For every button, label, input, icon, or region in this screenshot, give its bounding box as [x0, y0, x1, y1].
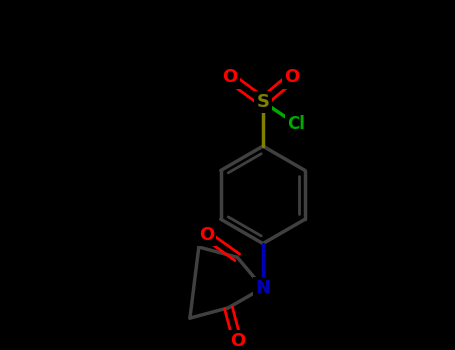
Text: O: O: [284, 69, 299, 86]
Text: Cl: Cl: [287, 115, 305, 133]
Text: O: O: [222, 69, 238, 86]
Text: O: O: [230, 332, 245, 350]
Text: O: O: [199, 226, 214, 244]
Text: S: S: [257, 93, 269, 111]
Text: N: N: [255, 279, 270, 297]
